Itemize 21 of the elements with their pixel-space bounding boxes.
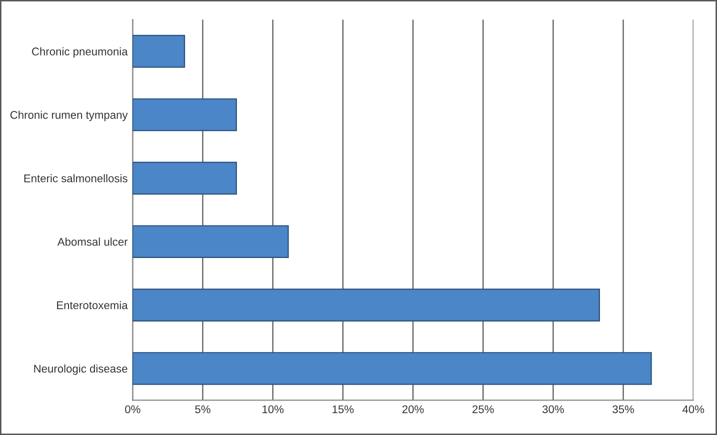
y-tick-label: Chronic pneumonia: [32, 47, 128, 58]
bar: [132, 98, 237, 132]
bar: [132, 288, 600, 322]
x-tick-label: 15%: [332, 405, 354, 414]
x-tick-label: 5%: [195, 405, 210, 414]
bar: [132, 162, 237, 195]
x-tick-label: 30%: [542, 405, 564, 414]
bar: [132, 352, 652, 385]
y-tick-label: Enteric salmonellosis: [24, 174, 128, 182]
y-tick-label: Abomsal ulcer: [57, 238, 128, 246]
y-tick-label: Chronic rumen tympany: [10, 110, 128, 122]
bar: [132, 225, 289, 258]
bar: [132, 34, 186, 68]
y-tick-label: Enterotoxemia: [57, 301, 128, 310]
x-tick-label: 35%: [612, 405, 634, 414]
x-tick-label: 25%: [472, 405, 494, 414]
x-tick-label: 40%: [682, 405, 704, 414]
x-tick-label: 20%: [402, 405, 424, 414]
x-tick-label: 0%: [125, 405, 140, 414]
x-tick-label: 10%: [262, 405, 284, 414]
y-tick-label: Neurologic disease: [34, 364, 128, 375]
